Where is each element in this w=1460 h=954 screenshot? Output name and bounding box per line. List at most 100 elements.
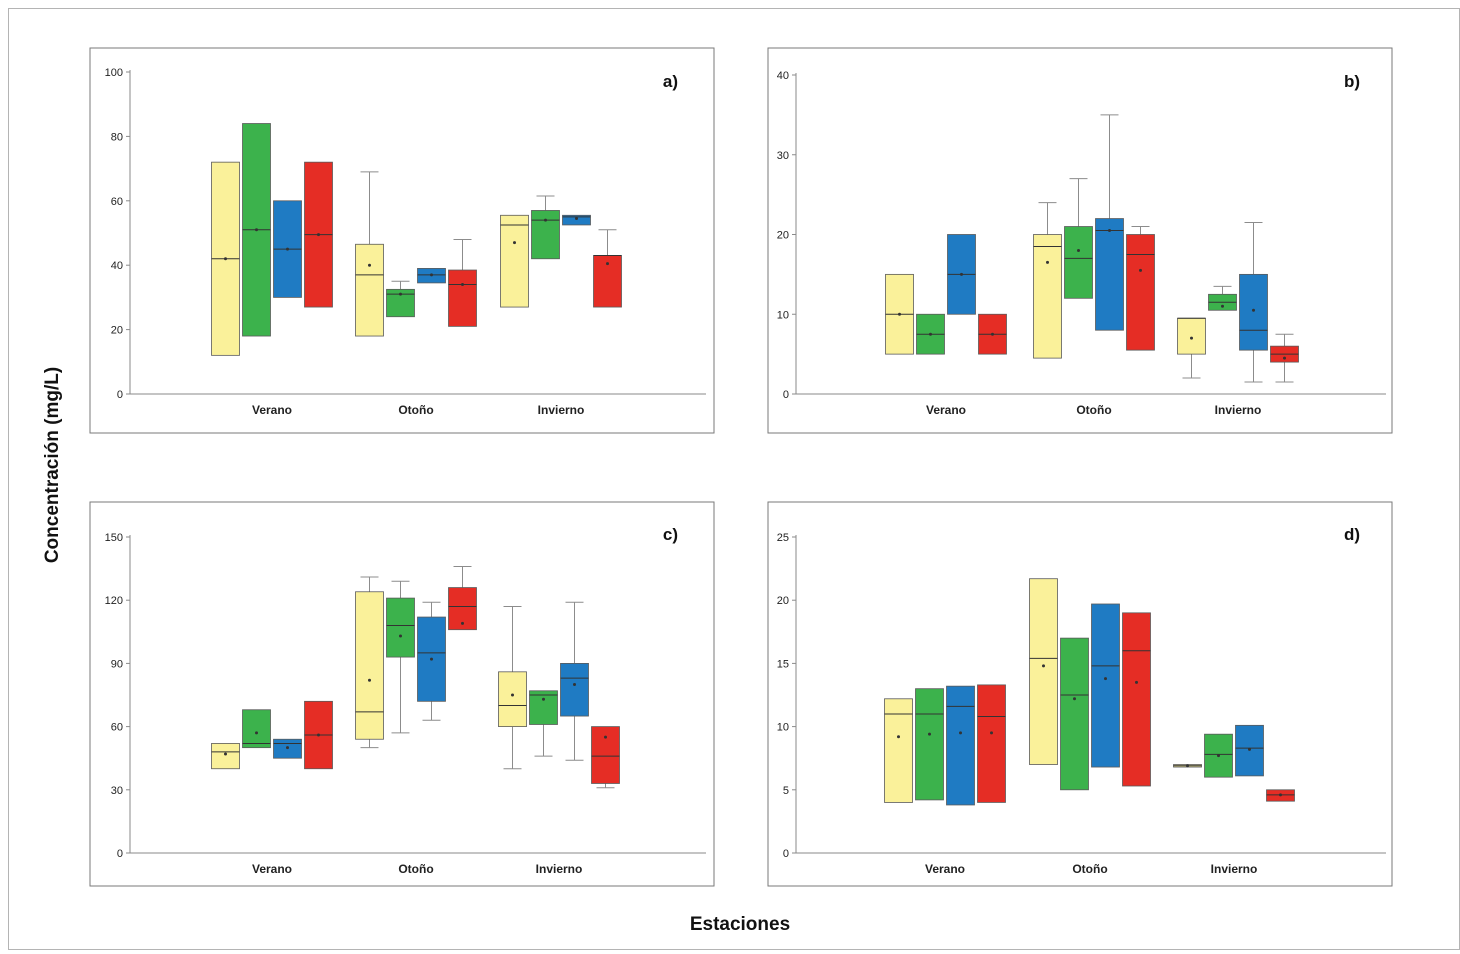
mean-marker-red bbox=[1135, 680, 1138, 684]
y-tick-label: 5 bbox=[783, 785, 789, 797]
panel-c-plot: 0 30 60 90 120 150 Verano Otoño Invierno bbox=[105, 532, 706, 876]
mean-marker-blue bbox=[286, 746, 289, 750]
box-green bbox=[915, 688, 944, 801]
y-tick-label: 20 bbox=[777, 230, 789, 242]
mean-marker-green bbox=[255, 228, 258, 232]
panel-b-label: b) bbox=[1344, 72, 1360, 91]
box-blue bbox=[562, 214, 591, 226]
mean-marker-green bbox=[399, 634, 402, 638]
y-tick-label: 15 bbox=[777, 658, 789, 670]
box-yellow bbox=[355, 243, 384, 337]
box-green bbox=[1064, 226, 1093, 299]
x-category-label: Invierno bbox=[538, 403, 585, 417]
panel-c: c) 0 30 60 90 120 150 Verano Otoño Invierno bbox=[89, 501, 715, 887]
panel-d-label: d) bbox=[1344, 525, 1360, 544]
mean-marker-red bbox=[604, 735, 607, 739]
x-category-label: Invierno bbox=[536, 862, 583, 876]
x-category-label: Otoño bbox=[398, 403, 433, 417]
box-blue bbox=[1091, 603, 1120, 768]
panel-b: b) 0 10 20 30 40 Verano Otoño Invierno bbox=[767, 47, 1393, 434]
x-category-label: Otoño bbox=[398, 862, 433, 876]
y-tick-label: 25 bbox=[777, 532, 789, 544]
mean-marker-green bbox=[1073, 697, 1076, 701]
mean-marker-red bbox=[1283, 356, 1286, 360]
mean-marker-blue bbox=[959, 731, 962, 735]
mean-marker-yellow bbox=[897, 735, 900, 739]
mean-marker-red bbox=[461, 621, 464, 625]
box-green bbox=[529, 690, 558, 725]
box-yellow bbox=[1029, 578, 1058, 765]
y-tick-label: 40 bbox=[111, 260, 123, 272]
mean-marker-yellow bbox=[368, 263, 371, 267]
y-tick-label: 60 bbox=[111, 722, 123, 734]
panel-a-label: a) bbox=[663, 72, 678, 91]
box-yellow bbox=[1033, 234, 1062, 359]
mean-marker-blue bbox=[573, 682, 576, 686]
mean-marker-blue bbox=[960, 272, 963, 276]
box-red bbox=[448, 587, 477, 631]
panel-a-plot: 0 20 40 60 80 100 Verano Otoño Invierno bbox=[105, 67, 706, 417]
mean-marker-yellow bbox=[1042, 664, 1045, 668]
mean-marker-green bbox=[544, 218, 547, 222]
mean-marker-green bbox=[399, 292, 402, 296]
y-tick-label: 0 bbox=[783, 389, 789, 401]
box-yellow bbox=[355, 591, 384, 740]
mean-marker-yellow bbox=[224, 257, 227, 261]
mean-marker-green bbox=[1221, 304, 1224, 308]
mean-marker-red bbox=[1139, 268, 1142, 272]
box-blue bbox=[1239, 273, 1268, 351]
mean-marker-yellow bbox=[898, 312, 901, 316]
mean-marker-green bbox=[255, 731, 258, 735]
box-red bbox=[977, 684, 1006, 803]
y-tick-label: 0 bbox=[117, 389, 123, 401]
x-category-label: Otoño bbox=[1072, 862, 1107, 876]
x-axis-label: Estaciones bbox=[690, 914, 790, 935]
y-tick-label: 0 bbox=[783, 848, 789, 860]
mean-marker-red bbox=[1279, 793, 1282, 797]
mean-marker-green bbox=[928, 732, 931, 736]
box-yellow bbox=[1177, 317, 1206, 355]
mean-marker-blue bbox=[1104, 677, 1107, 681]
y-tick-label: 80 bbox=[111, 131, 123, 143]
box-red bbox=[591, 726, 620, 784]
mean-marker-green bbox=[929, 332, 932, 336]
mean-marker-yellow bbox=[513, 241, 516, 245]
x-category-label: Verano bbox=[925, 862, 965, 876]
panel-d: d) 0 5 10 15 20 25 Verano Otoño Invierno bbox=[767, 501, 1393, 887]
mean-marker-blue bbox=[1108, 229, 1111, 233]
box-blue bbox=[1095, 218, 1124, 331]
box-blue bbox=[560, 663, 589, 717]
mean-marker-blue bbox=[430, 657, 433, 661]
mean-marker-green bbox=[1077, 248, 1080, 252]
panel-a-border bbox=[89, 47, 715, 434]
box-green bbox=[386, 597, 415, 658]
box-yellow bbox=[884, 698, 913, 803]
x-category-label: Verano bbox=[926, 403, 966, 417]
y-tick-label: 90 bbox=[111, 658, 123, 670]
x-category-label: Verano bbox=[252, 403, 292, 417]
y-tick-label: 10 bbox=[777, 309, 789, 321]
box-yellow bbox=[500, 214, 529, 308]
y-tick-label: 150 bbox=[105, 532, 123, 544]
mean-marker-yellow bbox=[224, 752, 227, 756]
y-tick-label: 20 bbox=[777, 595, 789, 607]
box-yellow bbox=[498, 671, 527, 727]
mean-marker-yellow bbox=[1046, 260, 1049, 264]
y-tick-label: 0 bbox=[117, 848, 123, 860]
box-green bbox=[242, 709, 271, 749]
panel-c-label: c) bbox=[663, 525, 678, 544]
y-tick-label: 30 bbox=[777, 150, 789, 162]
box-yellow bbox=[211, 743, 240, 770]
y-tick-label: 10 bbox=[777, 722, 789, 734]
mean-marker-green bbox=[542, 697, 545, 701]
x-category-label: Invierno bbox=[1211, 862, 1258, 876]
mean-marker-red bbox=[991, 332, 994, 336]
panel-d-plot: 0 5 10 15 20 25 Verano Otoño Invierno bbox=[777, 532, 1386, 876]
y-tick-label: 40 bbox=[777, 70, 789, 82]
x-category-label: Invierno bbox=[1215, 403, 1262, 417]
mean-marker-blue bbox=[575, 217, 578, 221]
box-green bbox=[531, 210, 560, 260]
mean-marker-yellow bbox=[1190, 336, 1193, 340]
mean-marker-red bbox=[317, 233, 320, 237]
